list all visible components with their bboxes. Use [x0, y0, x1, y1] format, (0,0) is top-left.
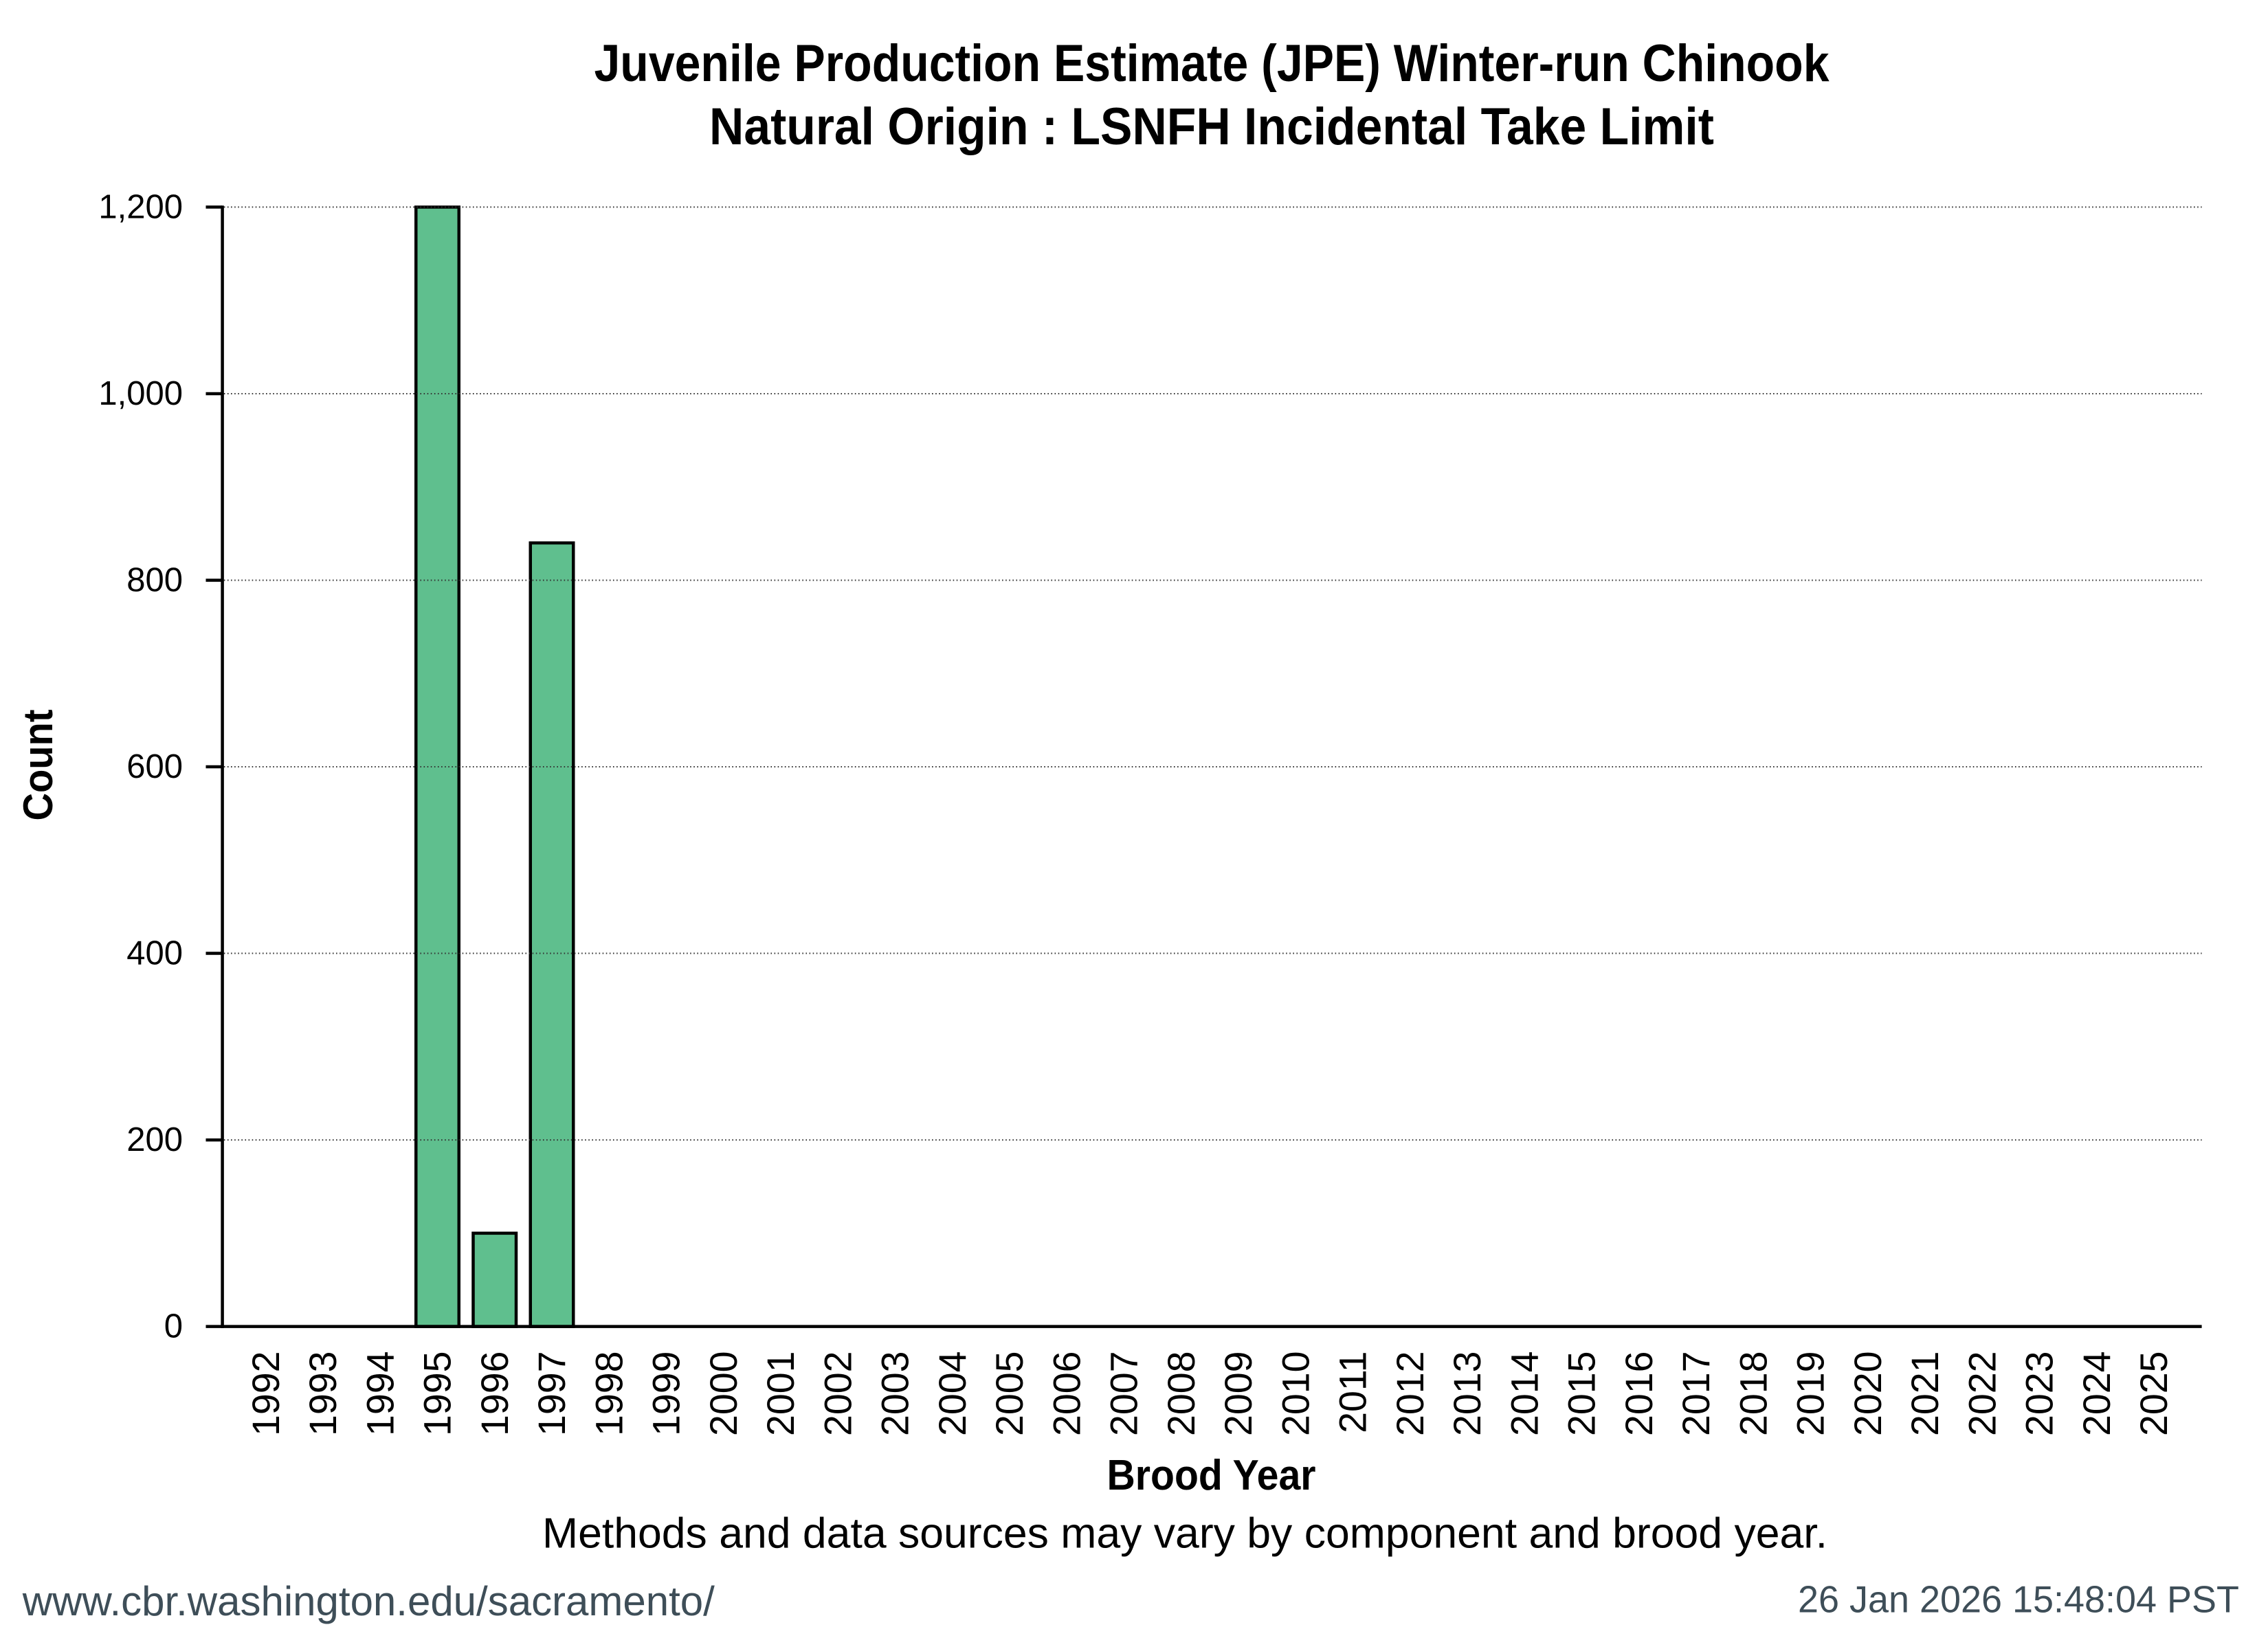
svg-text:2020: 2020: [1847, 1351, 1889, 1436]
svg-text:1996: 1996: [474, 1351, 516, 1436]
svg-text:1997: 1997: [531, 1351, 573, 1436]
svg-text:26 Jan 2026 15:48:04 PST: 26 Jan 2026 15:48:04 PST: [1798, 1579, 2239, 1621]
svg-text:2021: 2021: [1904, 1351, 1946, 1436]
svg-text:2010: 2010: [1274, 1351, 1317, 1436]
svg-text:2002: 2002: [816, 1351, 859, 1436]
svg-text:2023: 2023: [2019, 1351, 2061, 1436]
svg-text:400: 400: [126, 935, 183, 972]
svg-text:200: 200: [126, 1121, 183, 1158]
svg-text:2025: 2025: [2133, 1351, 2175, 1436]
svg-text:2012: 2012: [1389, 1351, 1432, 1436]
svg-text:Natural Origin : LSNFH Inciden: Natural Origin : LSNFH Incidental Take L…: [709, 98, 1714, 156]
svg-text:2003: 2003: [874, 1351, 917, 1436]
svg-text:2014: 2014: [1503, 1351, 1546, 1436]
svg-text:2001: 2001: [759, 1351, 802, 1436]
svg-text:800: 800: [126, 561, 183, 598]
svg-text:2015: 2015: [1561, 1351, 1603, 1436]
svg-text:1993: 1993: [302, 1351, 344, 1436]
svg-text:2006: 2006: [1045, 1351, 1088, 1436]
svg-text:1992: 1992: [245, 1351, 287, 1436]
svg-text:1,200: 1,200: [98, 188, 183, 225]
svg-text:Brood Year: Brood Year: [1107, 1452, 1316, 1499]
svg-text:2013: 2013: [1446, 1351, 1489, 1436]
svg-text:2008: 2008: [1160, 1351, 1203, 1436]
svg-text:1,000: 1,000: [98, 375, 183, 412]
svg-text:1999: 1999: [645, 1351, 688, 1436]
svg-text:www.cbr.washington.edu/sacrame: www.cbr.washington.edu/sacramento/: [22, 1578, 715, 1624]
svg-text:2019: 2019: [1790, 1351, 1832, 1436]
svg-text:2017: 2017: [1675, 1351, 1717, 1436]
svg-text:1998: 1998: [588, 1351, 630, 1436]
svg-text:1994: 1994: [359, 1351, 401, 1436]
svg-text:Count: Count: [15, 709, 61, 820]
svg-text:2005: 2005: [988, 1351, 1031, 1436]
svg-text:2011: 2011: [1332, 1351, 1375, 1433]
svg-text:2009: 2009: [1217, 1351, 1260, 1436]
svg-text:0: 0: [164, 1308, 183, 1345]
svg-text:2004: 2004: [931, 1351, 974, 1436]
svg-text:Juvenile Production Estimate (: Juvenile Production Estimate (JPE) Winte…: [594, 34, 1830, 93]
svg-text:Methods and data sources may v: Methods and data sources may vary by com…: [542, 1510, 1827, 1557]
svg-text:2007: 2007: [1103, 1351, 1146, 1436]
svg-text:2022: 2022: [1961, 1351, 2003, 1436]
svg-text:600: 600: [126, 748, 183, 785]
svg-text:2018: 2018: [1732, 1351, 1775, 1436]
svg-text:2000: 2000: [702, 1351, 745, 1436]
svg-text:1995: 1995: [416, 1351, 459, 1436]
svg-text:2024: 2024: [2076, 1351, 2118, 1436]
svg-text:2016: 2016: [1618, 1351, 1660, 1436]
